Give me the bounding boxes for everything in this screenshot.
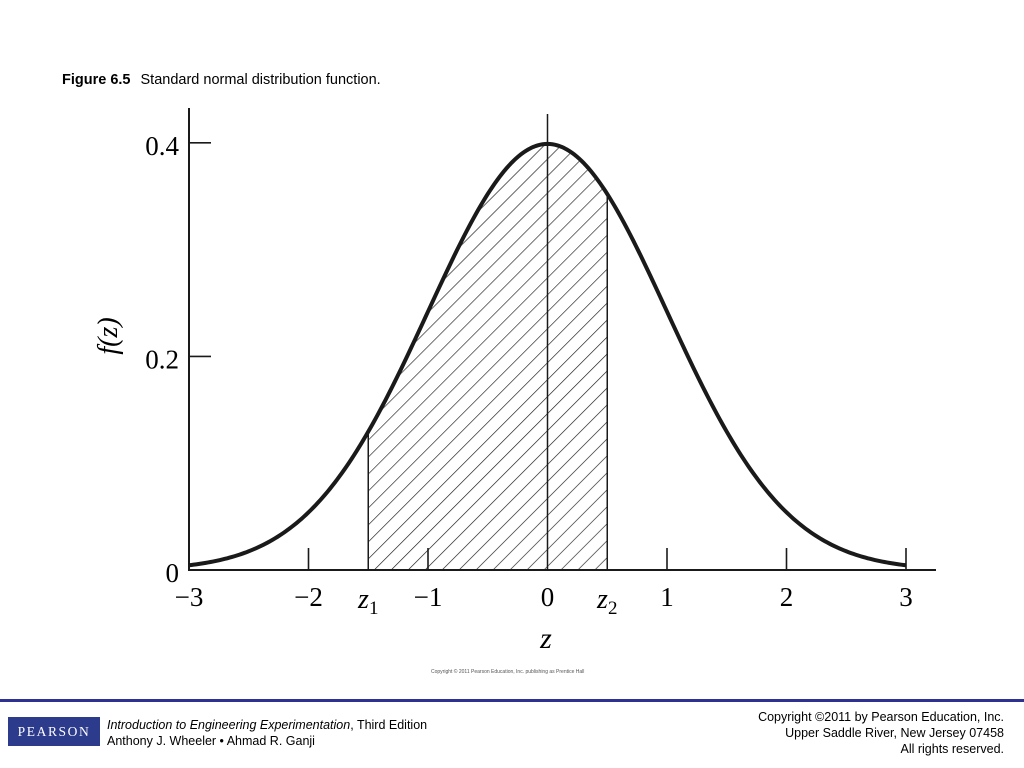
copyright-line: Copyright ©2011 by Pearson Education, In… [758, 710, 1004, 724]
y-axis-label: f(z) [93, 317, 124, 354]
figure-number: Figure 6.5 [62, 72, 131, 88]
footer-divider [0, 699, 1024, 702]
y-tick-label: 0 [166, 558, 180, 588]
x-tick-label: 3 [899, 582, 913, 612]
copyright-rights: All rights reserved. [900, 742, 1004, 756]
y-tick-label: 0.2 [145, 344, 179, 374]
figure-caption: Figure 6.5 Standard normal distribution f… [62, 72, 381, 88]
z1-label: z1 [357, 584, 378, 619]
x-axis-label: z [539, 622, 552, 655]
book-title: Introduction to Engineering Experimentat… [107, 718, 351, 732]
copyright-notice: Copyright ©2011 by Pearson Education, In… [758, 709, 1004, 757]
x-tick-label: −3 [175, 582, 204, 612]
book-info: Introduction to Engineering Experimentat… [107, 717, 427, 749]
x-tick-label: 0 [541, 582, 555, 612]
copyright-address: Upper Saddle River, New Jersey 07458 [785, 726, 1004, 740]
pearson-logo: PEARSON [8, 717, 100, 746]
image-credit: Copyright © 2011 Pearson Education, Inc.… [431, 669, 585, 675]
x-tick-label: 2 [780, 582, 794, 612]
y-tick-label: 0.4 [145, 131, 179, 161]
normal-distribution-chart: 0 0.2 0.4 −3 −2 −1 0 1 2 3 z1 z2 z f(z) [93, 108, 936, 655]
x-tick-label: 1 [660, 582, 674, 612]
figure-title: Standard normal distribution function. [140, 72, 381, 88]
z2-label: z2 [596, 584, 617, 619]
x-tick-label: −1 [414, 582, 443, 612]
book-edition: , Third Edition [350, 718, 428, 732]
density-curve [188, 141, 907, 568]
x-tick-label: −2 [294, 582, 323, 612]
book-authors: Anthony J. Wheeler • Ahmad R. Ganji [107, 734, 315, 748]
shaded-area [367, 143, 608, 571]
